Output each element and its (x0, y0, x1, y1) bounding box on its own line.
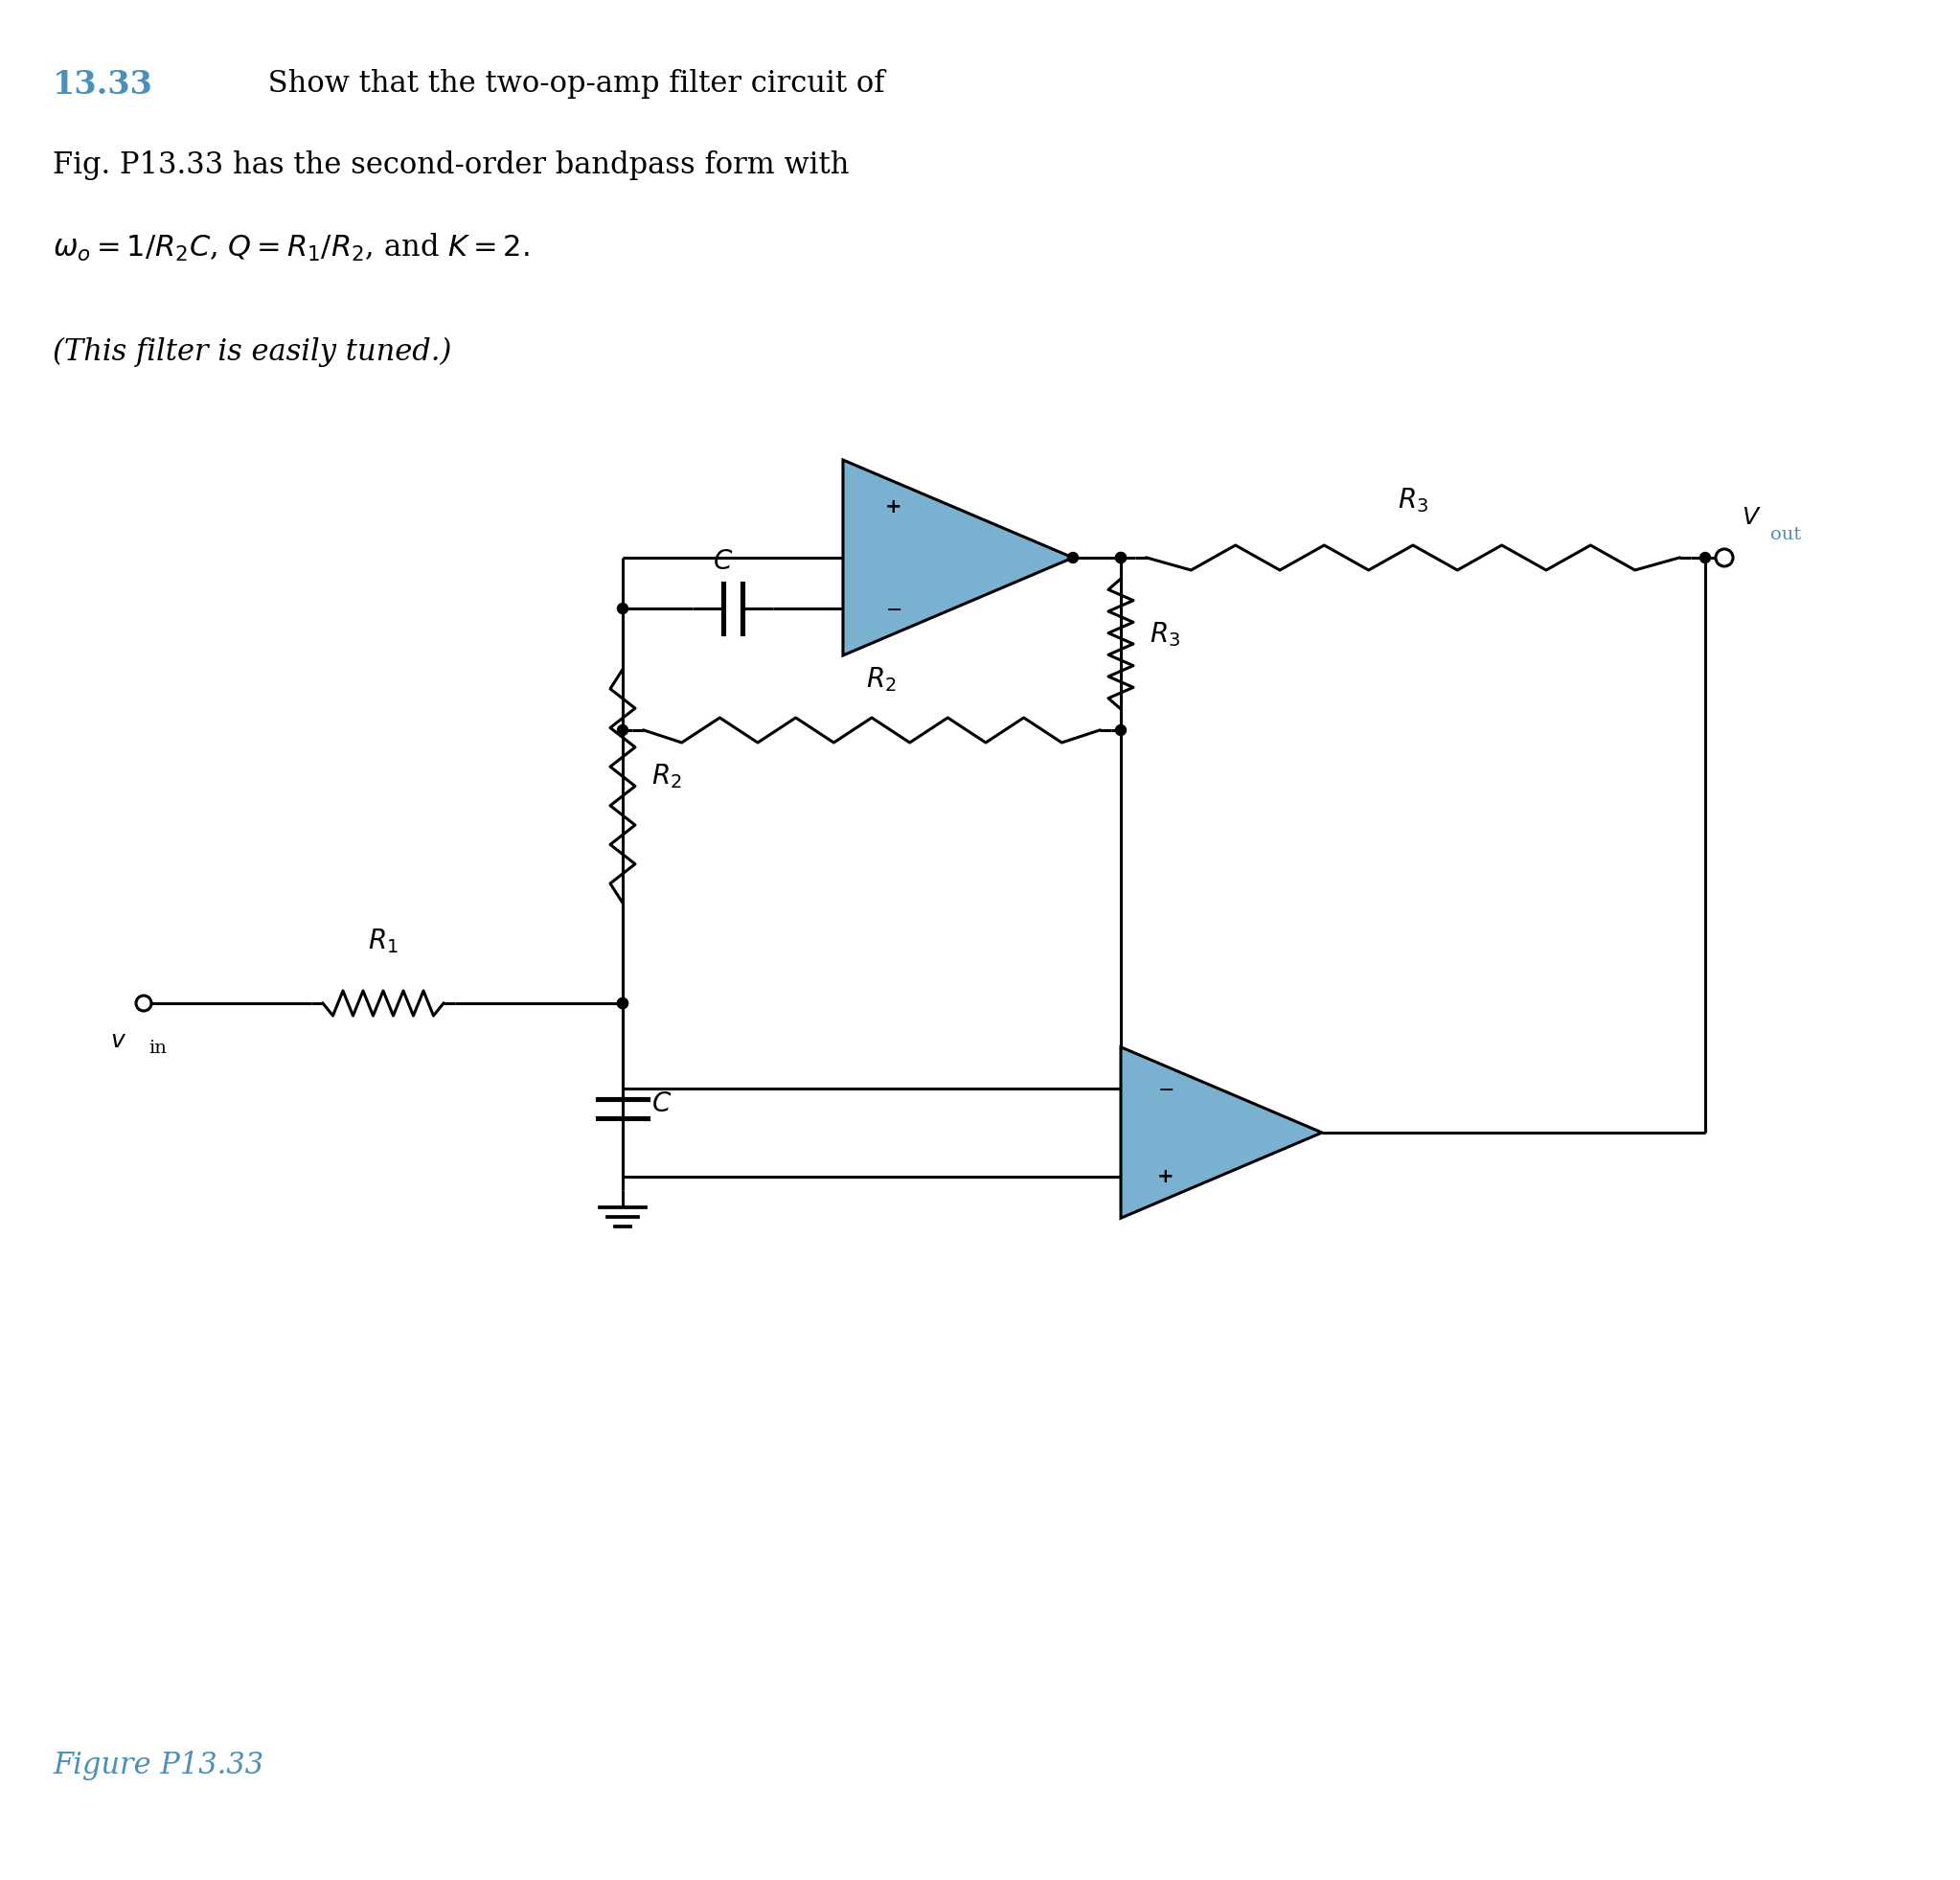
Circle shape (1115, 726, 1127, 735)
Text: $R_3$: $R_3$ (1151, 620, 1180, 649)
Text: (This filter is easily tuned.): (This filter is easily tuned.) (53, 337, 451, 367)
Circle shape (1115, 553, 1127, 562)
Circle shape (135, 996, 151, 1011)
Polygon shape (1121, 1047, 1321, 1218)
Circle shape (1715, 549, 1733, 566)
Circle shape (617, 998, 627, 1008)
Text: out: out (1770, 526, 1801, 543)
Text: $C$: $C$ (713, 549, 733, 575)
Circle shape (1699, 553, 1711, 562)
Text: Figure P13.33: Figure P13.33 (53, 1750, 263, 1780)
Text: $\omega_o = 1/R_2C$, $Q = R_1/R_2$, and $K = 2.$: $\omega_o = 1/R_2C$, $Q = R_1/R_2$, and … (53, 231, 529, 263)
Text: Fig. P13.33 has the second-order bandpass form with: Fig. P13.33 has the second-order bandpas… (53, 150, 849, 180)
Text: $-$: $-$ (1156, 1079, 1174, 1098)
Text: $C$: $C$ (651, 1090, 672, 1117)
Text: $R_3$: $R_3$ (1397, 487, 1429, 515)
Circle shape (617, 998, 627, 1008)
Circle shape (1068, 553, 1078, 562)
Text: $R_2$: $R_2$ (651, 761, 682, 791)
Text: Show that the two-op-amp filter circuit of: Show that the two-op-amp filter circuit … (259, 70, 884, 98)
Text: in: in (149, 1040, 167, 1057)
Circle shape (1115, 553, 1127, 562)
Text: $v$: $v$ (110, 1030, 127, 1053)
Text: +: + (886, 498, 902, 517)
Circle shape (617, 726, 627, 735)
Polygon shape (843, 461, 1072, 656)
Text: $R_1$: $R_1$ (368, 927, 398, 955)
Text: $V$: $V$ (1742, 508, 1762, 528)
Text: $R_2$: $R_2$ (866, 666, 896, 694)
Circle shape (617, 603, 627, 613)
Text: $-$: $-$ (886, 600, 902, 619)
Text: 13.33: 13.33 (53, 70, 153, 102)
Text: +: + (1156, 1167, 1174, 1186)
